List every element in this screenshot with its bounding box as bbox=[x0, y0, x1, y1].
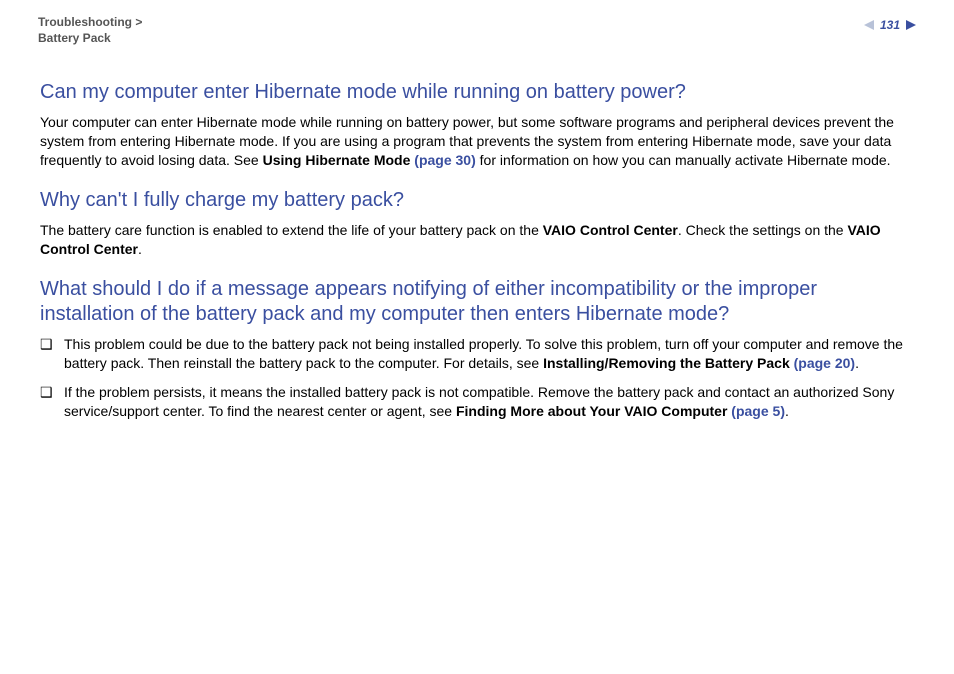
answer-bullet-list: ❑ This problem could be due to the batte… bbox=[40, 335, 914, 421]
question-heading-2: Why can't I fully charge my battery pack… bbox=[40, 188, 914, 213]
breadcrumb: Troubleshooting > Battery Pack bbox=[38, 14, 142, 46]
page-number-nav: 131 bbox=[864, 18, 916, 32]
text-fragment: The battery care function is enabled to … bbox=[40, 222, 543, 238]
breadcrumb-section: Troubleshooting bbox=[38, 15, 132, 29]
question-heading-3: What should I do if a message appears no… bbox=[40, 277, 914, 327]
breadcrumb-subsection: Battery Pack bbox=[38, 31, 111, 45]
answer-paragraph-2: The battery care function is enabled to … bbox=[40, 221, 914, 259]
page-header: Troubleshooting > Battery Pack 131 bbox=[38, 14, 916, 46]
prev-page-icon[interactable] bbox=[864, 20, 874, 30]
answer-paragraph-1: Your computer can enter Hibernate mode w… bbox=[40, 113, 914, 170]
question-heading-1: Can my computer enter Hibernate mode whi… bbox=[40, 80, 914, 105]
breadcrumb-separator: > bbox=[135, 15, 142, 29]
document-page: Troubleshooting > Battery Pack 131 Can m… bbox=[0, 0, 954, 674]
reference-title: Finding More about Your VAIO Computer bbox=[456, 403, 727, 419]
page-content: Can my computer enter Hibernate mode whi… bbox=[38, 80, 916, 420]
reference-title: Installing/Removing the Battery Pack bbox=[543, 355, 790, 371]
product-name: VAIO Control Center bbox=[543, 222, 678, 238]
list-item: ❑ This problem could be due to the batte… bbox=[40, 335, 914, 373]
text-fragment: . bbox=[785, 403, 789, 419]
list-item-body: If the problem persists, it means the in… bbox=[64, 383, 914, 421]
page-reference-link[interactable]: (page 30) bbox=[410, 152, 475, 168]
text-fragment: . bbox=[138, 241, 142, 257]
bullet-icon: ❑ bbox=[40, 383, 64, 402]
next-page-icon[interactable] bbox=[906, 20, 916, 30]
page-reference-link[interactable]: (page 20) bbox=[790, 355, 855, 371]
page-reference-link[interactable]: (page 5) bbox=[727, 403, 785, 419]
reference-title: Using Hibernate Mode bbox=[263, 152, 411, 168]
text-fragment: for information on how you can manually … bbox=[476, 152, 891, 168]
text-fragment: . bbox=[855, 355, 859, 371]
bullet-icon: ❑ bbox=[40, 335, 64, 354]
page-number: 131 bbox=[878, 18, 902, 32]
list-item-body: This problem could be due to the battery… bbox=[64, 335, 914, 373]
list-item: ❑ If the problem persists, it means the … bbox=[40, 383, 914, 421]
text-fragment: . Check the settings on the bbox=[678, 222, 848, 238]
